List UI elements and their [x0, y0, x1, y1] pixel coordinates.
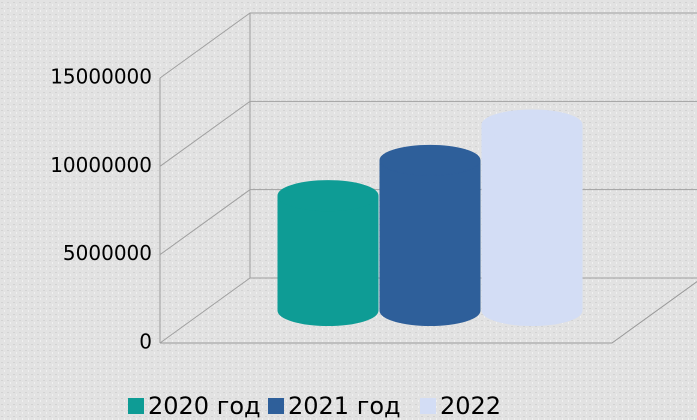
- cylinder-top: [379, 144, 481, 176]
- cylinder: [481, 124, 583, 326]
- plot-area: 0 5000000 10000000 15000000: [50, 12, 697, 354]
- cylinder-top: [277, 180, 379, 212]
- legend-label: 2022: [440, 392, 501, 420]
- grid-line: [159, 100, 697, 167]
- legend-swatch: [420, 398, 436, 414]
- cylinder-top: [481, 109, 583, 141]
- legend: 2020 год 2021 год 2022: [128, 392, 501, 420]
- y-tick-label: 10000000: [50, 153, 152, 177]
- floor-edge: [160, 280, 697, 344]
- legend-swatch: [268, 398, 284, 414]
- legend-label: 2021 год: [288, 392, 401, 420]
- y-tick-label: 5000000: [63, 241, 152, 265]
- grid-line: [159, 12, 697, 79]
- legend-swatch: [128, 398, 144, 414]
- legend-label: 2020 год: [148, 392, 261, 420]
- cylinder: [379, 160, 481, 326]
- y-tick-label: 15000000: [50, 65, 152, 89]
- cylinder: [277, 195, 379, 326]
- y-tick-label: 0: [139, 330, 152, 354]
